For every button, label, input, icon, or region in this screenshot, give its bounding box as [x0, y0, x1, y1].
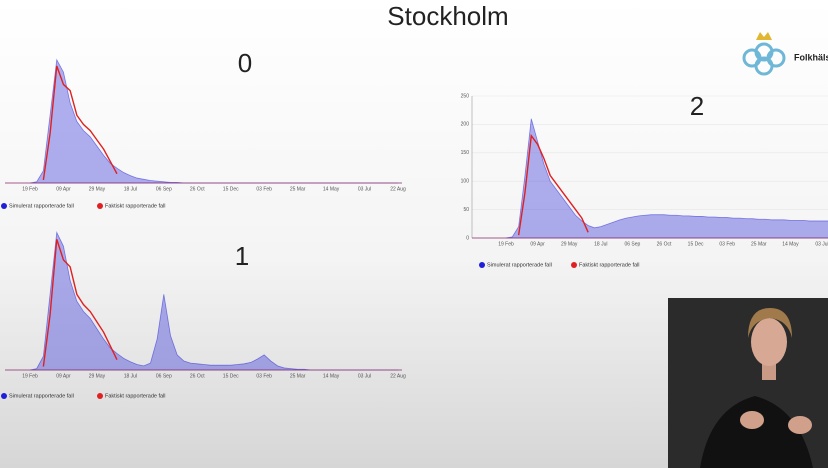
- legend-swatch: [97, 203, 103, 209]
- x-tick-label: 25 Mar: [290, 186, 306, 192]
- x-tick-label: 14 May: [782, 241, 799, 247]
- y-tick-label: 100: [461, 179, 470, 185]
- chart-title: 2: [690, 91, 704, 121]
- y-tick-label: 0: [466, 235, 469, 241]
- x-tick-label: 29 May: [561, 241, 578, 247]
- x-tick-label: 03 Feb: [256, 373, 272, 379]
- legend-label: Simulerat rapporterade fall: [9, 393, 74, 399]
- reported-line: [42, 239, 118, 367]
- x-tick-label: 03 Jul: [815, 241, 828, 247]
- chart-title: 1: [235, 241, 249, 271]
- x-tick-label: 03 Jul: [358, 186, 371, 192]
- x-tick-label: 15 Dec: [688, 241, 704, 247]
- legend-label: Faktiskt rapporterade fall: [105, 393, 166, 399]
- legend-label: Simulerat rapporterade fall: [487, 262, 552, 268]
- legend-swatch: [1, 393, 7, 399]
- logo-text: Folkhäls: [794, 52, 828, 62]
- simulated-area: [505, 118, 828, 239]
- x-tick-label: 18 Jul: [124, 186, 137, 192]
- y-tick-label: 50: [463, 207, 469, 213]
- x-tick-label: 26 Oct: [657, 241, 672, 247]
- x-tick-label: 18 Jul: [124, 373, 137, 379]
- legend-label: Simulerat rapporterade fall: [9, 203, 74, 209]
- reported-line: [42, 65, 118, 181]
- x-tick-label: 19 Feb: [22, 373, 38, 379]
- x-tick-label: 06 Sep: [624, 241, 640, 247]
- x-tick-label: 09 Apr: [56, 373, 71, 379]
- x-tick-label: 22 Aug: [390, 186, 406, 192]
- x-tick-label: 03 Feb: [719, 241, 735, 247]
- x-tick-label: 14 May: [323, 186, 340, 192]
- legend-swatch: [479, 262, 485, 268]
- x-tick-label: 06 Sep: [156, 186, 172, 192]
- chart-title: 0: [238, 48, 252, 78]
- legend-label: Faktiskt rapporterade fall: [579, 262, 640, 268]
- x-tick-label: 09 Apr: [56, 186, 71, 192]
- legend-swatch: [571, 262, 577, 268]
- x-tick-label: 15 Dec: [223, 373, 239, 379]
- x-tick-label: 19 Feb: [22, 186, 38, 192]
- x-tick-label: 26 Oct: [190, 373, 205, 379]
- x-tick-label: 19 Feb: [498, 241, 514, 247]
- x-tick-label: 29 May: [89, 186, 106, 192]
- x-tick-label: 25 Mar: [290, 373, 306, 379]
- charts: 0 19 Feb 09 Apr 29 May 18 Jul 06 Sep 26 Oct 15 …: [1, 48, 828, 399]
- legend-swatch: [97, 393, 103, 399]
- x-tick-label: 26 Oct: [190, 186, 205, 192]
- logo: Folkhäls: [742, 32, 828, 76]
- y-tick-label: 250: [461, 93, 470, 99]
- x-tick-label: 09 Apr: [530, 241, 545, 247]
- interpreter-video: [668, 298, 828, 468]
- x-tick-label: 03 Feb: [256, 186, 272, 192]
- x-tick-label: 18 Jul: [594, 241, 607, 247]
- legend-label: Faktiskt rapporterade fall: [105, 203, 166, 209]
- slide-title: Stockholm: [387, 1, 508, 31]
- x-tick-label: 22 Aug: [390, 373, 406, 379]
- reported-line: [517, 133, 589, 236]
- x-tick-label: 29 May: [89, 373, 106, 379]
- legend-swatch: [1, 203, 7, 209]
- x-tick-label: 14 May: [323, 373, 340, 379]
- y-tick-label: 200: [461, 122, 470, 128]
- y-tick-label: 150: [461, 150, 470, 156]
- x-tick-label: 25 Mar: [751, 241, 767, 247]
- x-tick-label: 15 Dec: [223, 186, 239, 192]
- x-tick-label: 03 Jul: [358, 373, 371, 379]
- x-tick-label: 06 Sep: [156, 373, 172, 379]
